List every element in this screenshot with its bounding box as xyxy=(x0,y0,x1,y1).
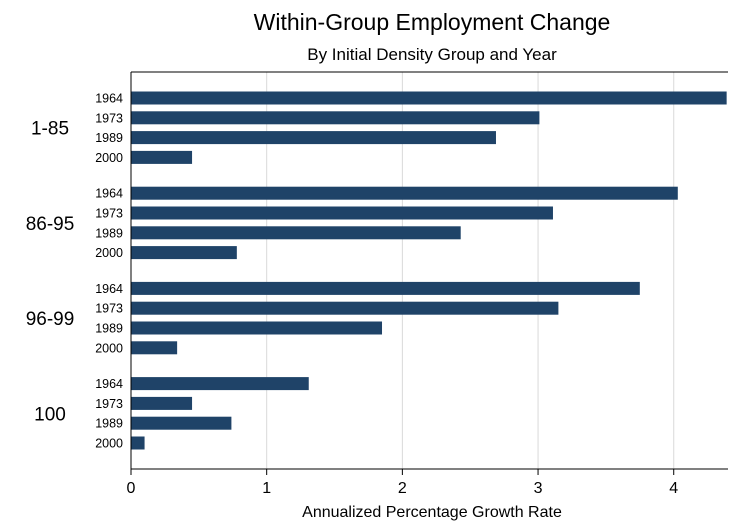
category-label: 2000 xyxy=(95,246,123,260)
bars xyxy=(131,91,727,450)
bar xyxy=(131,436,145,450)
group-label: 96-99 xyxy=(26,309,75,330)
chart-title: Within-Group Employment Change xyxy=(254,9,611,35)
x-tick-label: 2 xyxy=(398,480,407,497)
bar xyxy=(131,341,178,355)
bar xyxy=(131,226,461,240)
x-tick-label: 3 xyxy=(534,480,543,497)
category-label: 1989 xyxy=(95,322,123,336)
x-tick-label: 0 xyxy=(127,480,136,497)
category-labels: 1964 1973 1989 2000 1964 1973 1989 2000 1964 1973… xyxy=(95,92,123,451)
category-label: 1973 xyxy=(95,302,123,316)
bar xyxy=(131,150,193,164)
category-label: 1964 xyxy=(95,282,123,296)
bar xyxy=(131,396,193,410)
bar xyxy=(131,131,496,145)
category-label: 1989 xyxy=(95,417,123,431)
bar xyxy=(131,321,383,335)
group-labels: 1-85 86-95 96-99 100 xyxy=(26,119,75,426)
bar xyxy=(131,111,540,125)
group-label: 100 xyxy=(34,404,66,425)
category-label: 1964 xyxy=(95,92,123,106)
chart-subtitle: By Initial Density Group and Year xyxy=(307,45,557,64)
x-axis: 0 1 2 3 4 xyxy=(127,469,678,497)
bar xyxy=(131,281,640,295)
bar xyxy=(131,206,553,220)
bar xyxy=(131,416,232,430)
x-tick-label: 4 xyxy=(669,480,678,497)
category-label: 1989 xyxy=(95,131,123,145)
x-tick-label: 1 xyxy=(262,480,271,497)
category-label: 2000 xyxy=(95,341,123,355)
category-label: 2000 xyxy=(95,151,123,165)
category-label: 1964 xyxy=(95,187,123,201)
category-label: 1973 xyxy=(95,397,123,411)
group-label: 86-95 xyxy=(26,214,75,235)
category-label: 1964 xyxy=(95,377,123,391)
category-label: 2000 xyxy=(95,437,123,451)
bar xyxy=(131,377,309,391)
group-label: 1-85 xyxy=(31,119,69,140)
bar xyxy=(131,186,678,200)
bar xyxy=(131,301,559,315)
category-label: 1973 xyxy=(95,111,123,125)
category-label: 1989 xyxy=(95,226,123,240)
bar xyxy=(131,246,237,260)
bar xyxy=(131,91,727,105)
category-label: 1973 xyxy=(95,207,123,221)
plot-frame xyxy=(130,71,728,470)
x-axis-label: Annualized Percentage Growth Rate xyxy=(302,504,562,521)
